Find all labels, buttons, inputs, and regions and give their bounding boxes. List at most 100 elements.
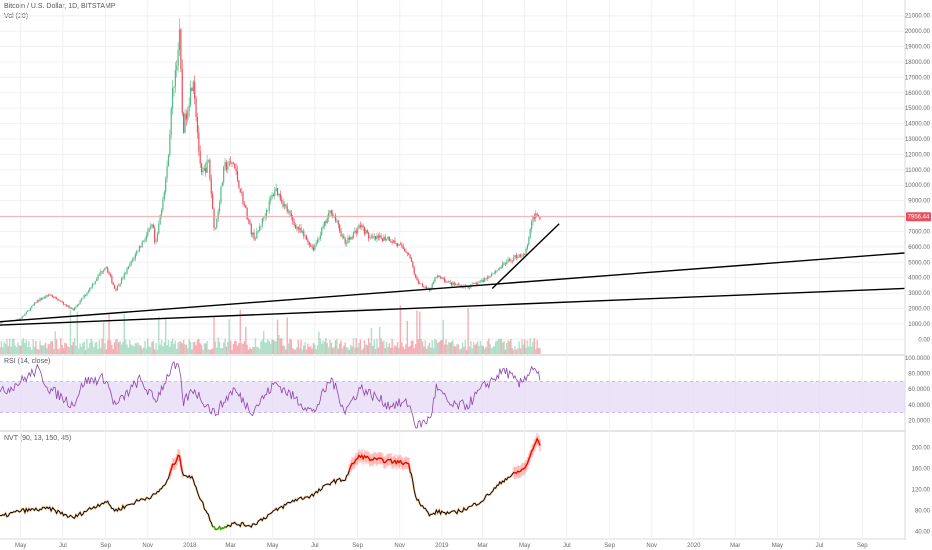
candle-body	[510, 260, 512, 262]
candle-body	[98, 274, 101, 276]
volume-bar	[501, 342, 504, 354]
candle-body	[112, 282, 114, 286]
volume-bar	[383, 340, 385, 354]
candle-body	[0, 322, 2, 324]
volume-bar	[362, 348, 364, 354]
candle-body	[365, 230, 367, 234]
nvt-zone-segment	[523, 467, 525, 470]
candle-body	[310, 245, 312, 246]
volume-bar	[338, 343, 341, 354]
candle-body	[86, 292, 88, 296]
volume-bar	[377, 347, 380, 354]
candle-body	[286, 206, 288, 212]
volume-label: Vol (20)	[4, 13, 29, 20]
volume-bar	[120, 344, 123, 354]
candle-body	[536, 213, 538, 216]
price-tick-label: 5000.00	[908, 260, 930, 266]
volume-bar	[260, 341, 262, 354]
candle-body	[152, 224, 154, 229]
volume-bar	[84, 349, 87, 354]
candle-body	[522, 253, 524, 257]
candle-body	[406, 252, 408, 254]
candle-body	[532, 216, 534, 223]
volume-bar	[493, 346, 496, 354]
volume-bar	[181, 343, 183, 354]
price-tick-label: 6000.00	[908, 245, 930, 251]
candle-body	[539, 216, 541, 220]
volume-bar	[240, 343, 243, 354]
volume-bar	[463, 346, 465, 354]
volume-bar	[127, 347, 130, 354]
volume-bar	[123, 313, 125, 354]
volume-bar	[529, 338, 531, 354]
volume-bar	[49, 343, 51, 354]
volume-bar	[247, 349, 250, 354]
nvt-zone-segment	[174, 459, 178, 464]
volume-bar	[162, 346, 164, 354]
volume-bar	[75, 345, 77, 354]
candle-body	[217, 211, 219, 220]
volume-bar	[467, 308, 469, 354]
candle-body	[51, 295, 54, 297]
candle-body	[218, 203, 221, 212]
volume-bar	[374, 349, 377, 354]
rsi-band	[0, 381, 905, 413]
candle-body	[456, 284, 458, 285]
candle-body	[323, 221, 326, 227]
volume-bar	[2, 347, 4, 354]
candles	[0, 18, 541, 324]
volume-bar	[445, 339, 447, 354]
candle-body	[379, 235, 381, 238]
price-tick-label: 18000.00	[905, 60, 931, 66]
volume-bar	[435, 339, 438, 354]
price-tick-label: 0.00	[918, 337, 930, 343]
nvt-zone-segment	[177, 454, 180, 457]
volume-bar	[89, 342, 91, 354]
volume-bar	[517, 348, 519, 354]
volume-bar	[14, 345, 16, 354]
volume-bar	[370, 327, 373, 354]
volume-bar	[83, 341, 85, 354]
volume-bar	[327, 347, 330, 354]
nvt-zone-segment	[372, 457, 375, 461]
nvt-zone-segment	[371, 458, 374, 461]
volume-bar	[419, 311, 421, 354]
volume-bar	[122, 341, 124, 354]
nvt-zone-segment	[391, 461, 394, 464]
volume-bar	[336, 338, 338, 354]
candle-body	[126, 268, 128, 274]
candle-body	[321, 228, 323, 236]
candle-body	[245, 204, 247, 209]
volume-bar	[216, 347, 218, 354]
volume-bar	[326, 342, 328, 354]
volume-bar	[100, 347, 102, 354]
volume-bar	[305, 349, 308, 354]
candle-body	[432, 281, 435, 284]
nvt-zone-segment	[520, 468, 523, 472]
nvt-zone-segment	[180, 464, 183, 473]
candle-body	[25, 311, 27, 314]
candle-body	[171, 87, 174, 109]
candle-body	[318, 238, 320, 240]
candle-body	[73, 307, 76, 311]
candle-body	[125, 273, 127, 275]
volume-bar	[403, 349, 406, 354]
volume-bar	[71, 345, 73, 354]
candle-body	[479, 281, 482, 283]
candle-body	[119, 283, 121, 286]
volume-bar	[211, 348, 214, 354]
candle-body	[426, 287, 428, 289]
volume-bar	[147, 338, 149, 354]
x-tick-label: Nov	[394, 543, 405, 549]
candle-body	[322, 226, 324, 229]
volume-bar	[392, 347, 395, 354]
volume-bar	[17, 342, 19, 354]
candle-body	[181, 68, 183, 113]
volume-bar	[290, 339, 293, 354]
volume-bar	[533, 338, 536, 354]
candle-body	[123, 273, 125, 279]
volume-bar	[28, 341, 30, 354]
candle-body	[120, 278, 123, 284]
candle-body	[104, 267, 106, 271]
